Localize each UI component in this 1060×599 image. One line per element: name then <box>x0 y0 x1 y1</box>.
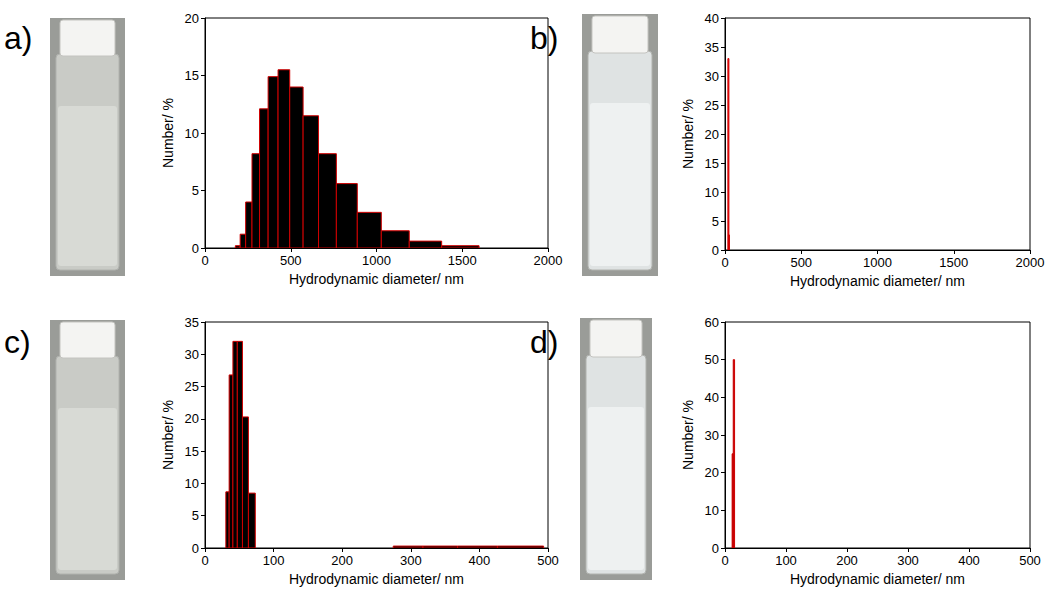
svg-text:25: 25 <box>185 379 199 394</box>
svg-text:50: 50 <box>705 352 719 367</box>
svg-text:20: 20 <box>705 465 719 480</box>
svg-text:1000: 1000 <box>863 255 892 270</box>
svg-text:Number/ %: Number/ % <box>680 99 696 169</box>
svg-text:10: 10 <box>705 185 719 200</box>
svg-text:0: 0 <box>192 541 199 556</box>
svg-text:500: 500 <box>280 253 302 268</box>
svg-text:20: 20 <box>185 11 199 26</box>
svg-text:0: 0 <box>721 255 728 270</box>
svg-text:30: 30 <box>185 347 199 362</box>
svg-text:0: 0 <box>712 541 719 556</box>
svg-text:100: 100 <box>775 553 797 568</box>
svg-text:15: 15 <box>185 68 199 83</box>
svg-text:0: 0 <box>712 243 719 258</box>
svg-text:5: 5 <box>192 508 199 523</box>
svg-text:10: 10 <box>705 503 719 518</box>
svg-text:10: 10 <box>185 476 199 491</box>
svg-text:0: 0 <box>721 553 728 568</box>
svg-text:20: 20 <box>705 127 719 142</box>
svg-text:500: 500 <box>790 255 812 270</box>
svg-text:25: 25 <box>705 98 719 113</box>
svg-text:Hydrodynamic diameter/ nm: Hydrodynamic diameter/ nm <box>289 271 464 287</box>
svg-text:5: 5 <box>712 214 719 229</box>
svg-text:Hydrodynamic diameter/ nm: Hydrodynamic diameter/ nm <box>790 273 965 289</box>
svg-text:b): b) <box>530 20 558 56</box>
svg-text:500: 500 <box>1019 553 1041 568</box>
svg-text:35: 35 <box>705 40 719 55</box>
svg-text:400: 400 <box>469 553 491 568</box>
svg-text:200: 200 <box>331 553 353 568</box>
svg-text:300: 300 <box>897 553 919 568</box>
svg-text:15: 15 <box>185 444 199 459</box>
svg-text:10: 10 <box>185 126 199 141</box>
svg-text:0: 0 <box>201 553 208 568</box>
svg-text:1500: 1500 <box>448 253 477 268</box>
svg-text:30: 30 <box>705 69 719 84</box>
svg-text:500: 500 <box>537 553 559 568</box>
svg-text:30: 30 <box>705 428 719 443</box>
svg-text:40: 40 <box>705 390 719 405</box>
svg-text:1500: 1500 <box>939 255 968 270</box>
svg-text:200: 200 <box>836 553 858 568</box>
svg-text:Number/ %: Number/ % <box>160 400 176 470</box>
svg-text:20: 20 <box>185 411 199 426</box>
svg-text:5: 5 <box>192 183 199 198</box>
svg-text:Hydrodynamic diameter/ nm: Hydrodynamic diameter/ nm <box>790 571 965 587</box>
svg-text:a): a) <box>4 20 32 56</box>
svg-text:1000: 1000 <box>362 253 391 268</box>
svg-text:100: 100 <box>263 553 285 568</box>
svg-text:300: 300 <box>400 553 422 568</box>
svg-text:2000: 2000 <box>534 253 563 268</box>
svg-text:15: 15 <box>705 156 719 171</box>
svg-text:0: 0 <box>201 253 208 268</box>
svg-text:400: 400 <box>958 553 980 568</box>
svg-text:Number/ %: Number/ % <box>160 98 176 168</box>
svg-text:2000: 2000 <box>1016 255 1045 270</box>
svg-text:c): c) <box>4 324 31 360</box>
svg-text:Number/ %: Number/ % <box>680 400 696 470</box>
svg-text:Hydrodynamic diameter/ nm: Hydrodynamic diameter/ nm <box>289 571 464 587</box>
svg-text:40: 40 <box>705 11 719 26</box>
svg-text:35: 35 <box>185 315 199 330</box>
svg-text:0: 0 <box>192 241 199 256</box>
svg-text:60: 60 <box>705 315 719 330</box>
svg-text:d): d) <box>530 324 558 360</box>
